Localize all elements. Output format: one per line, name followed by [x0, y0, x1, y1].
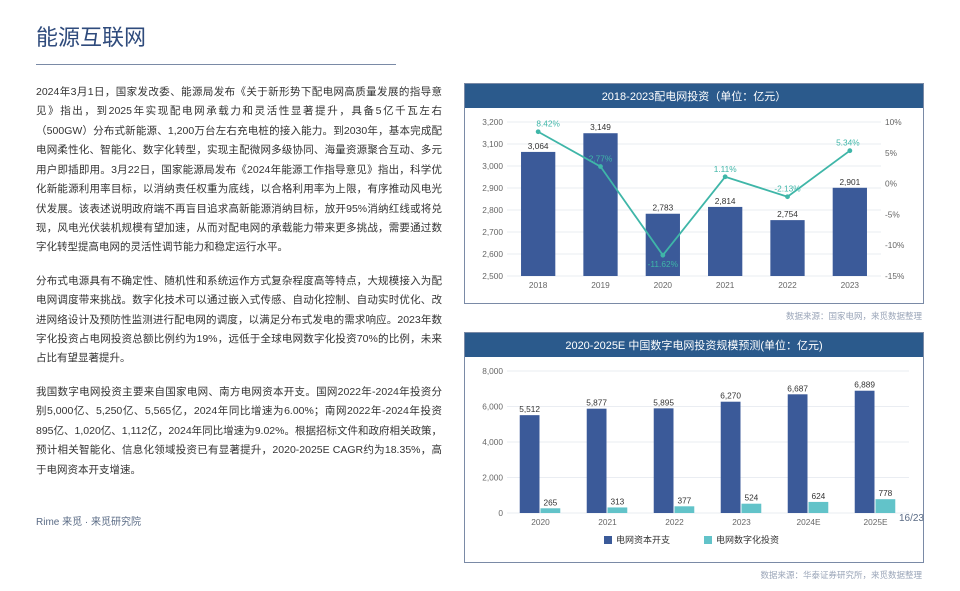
svg-text:-15%: -15%: [885, 271, 905, 281]
svg-text:1.11%: 1.11%: [714, 164, 738, 174]
chart-2-title: 2020-2025E 中国数字电网投资规模预测(单位：亿元): [465, 333, 923, 357]
svg-text:2,901: 2,901: [839, 177, 860, 187]
paragraph-3: 我国数字电网投资主要来自国家电网、南方电网资本开支。国网2022年-2024年投…: [36, 383, 442, 480]
svg-text:-10%: -10%: [885, 240, 905, 250]
svg-text:2023: 2023: [841, 280, 860, 290]
chart-1-box: 2018-2023配电网投资（单位：亿元） 2,500 2,600 2,700 2,8…: [464, 83, 924, 304]
svg-text:2.77%: 2.77%: [589, 154, 613, 164]
svg-text:2018: 2018: [529, 280, 548, 290]
svg-text:2022: 2022: [778, 280, 797, 290]
title-divider: [36, 64, 396, 65]
svg-text:8,000: 8,000: [482, 366, 503, 376]
svg-text:0%: 0%: [885, 179, 898, 189]
svg-text:2021: 2021: [716, 280, 735, 290]
svg-text:4,000: 4,000: [482, 437, 503, 447]
svg-text:-2.13%: -2.13%: [774, 184, 801, 194]
svg-text:2,754: 2,754: [777, 209, 798, 219]
svg-text:6,687: 6,687: [787, 383, 808, 393]
svg-text:2020: 2020: [654, 280, 673, 290]
svg-text:377: 377: [677, 495, 691, 505]
svg-text:2,000: 2,000: [482, 473, 503, 483]
svg-text:5,512: 5,512: [519, 404, 540, 414]
footer-left: Rime 来觅 · 来觅研究院: [36, 513, 141, 528]
svg-text:6,270: 6,270: [720, 391, 741, 401]
svg-text:2,900: 2,900: [482, 183, 503, 193]
svg-text:2,783: 2,783: [652, 203, 673, 213]
svg-text:2,600: 2,600: [482, 249, 503, 259]
paragraph-1: 2024年3月1日，国家发改委、能源局发布《关于新形势下配电网高质量发展的指导意…: [36, 83, 442, 258]
svg-text:2,814: 2,814: [715, 196, 736, 206]
svg-text:5,895: 5,895: [653, 397, 674, 407]
footer-page: 16/23: [899, 513, 924, 528]
svg-text:2,500: 2,500: [482, 271, 503, 281]
svg-text:6,889: 6,889: [854, 380, 875, 390]
svg-text:524: 524: [744, 493, 758, 503]
svg-text:3,200: 3,200: [482, 117, 503, 127]
svg-text:10%: 10%: [885, 117, 902, 127]
svg-text:3,100: 3,100: [482, 139, 503, 149]
svg-text:5,877: 5,877: [586, 398, 607, 408]
svg-text:-5%: -5%: [885, 209, 900, 219]
chart-2-source: 数据来源：华泰证券研究所，来觅数据整理: [464, 569, 924, 581]
svg-text:624: 624: [811, 491, 825, 501]
svg-text:265: 265: [543, 497, 557, 507]
paragraph-2: 分布式电源具有不确定性、随机性和系统运作方式复杂程度高等特点，大规模接入为配电网…: [36, 272, 442, 369]
chart-2-box: 2020-2025E 中国数字电网投资规模预测(单位：亿元) 02,0004,0…: [464, 332, 924, 563]
svg-text:2019: 2019: [591, 280, 610, 290]
svg-text:5%: 5%: [885, 148, 898, 158]
svg-text:2,700: 2,700: [482, 227, 503, 237]
chart-1-title: 2018-2023配电网投资（单位：亿元）: [465, 84, 923, 108]
svg-text:2,800: 2,800: [482, 205, 503, 215]
page-title: 能源互联网: [36, 20, 924, 52]
chart-1-source: 数据来源：国家电网，来觅数据整理: [464, 310, 924, 322]
svg-text:778: 778: [878, 488, 892, 498]
svg-text:3,000: 3,000: [482, 161, 503, 171]
svg-text:6,000: 6,000: [482, 402, 503, 412]
svg-text:3,149: 3,149: [590, 122, 611, 132]
svg-text:-11.62%: -11.62%: [648, 259, 679, 269]
svg-text:3,064: 3,064: [528, 141, 549, 151]
chart-1-svg: 2,500 2,600 2,700 2,800 2,900 3,000 3,100 3,200…: [465, 108, 923, 298]
svg-text:8.42%: 8.42%: [536, 119, 560, 129]
svg-text:5.34%: 5.34%: [836, 138, 860, 148]
svg-text:313: 313: [610, 496, 624, 506]
